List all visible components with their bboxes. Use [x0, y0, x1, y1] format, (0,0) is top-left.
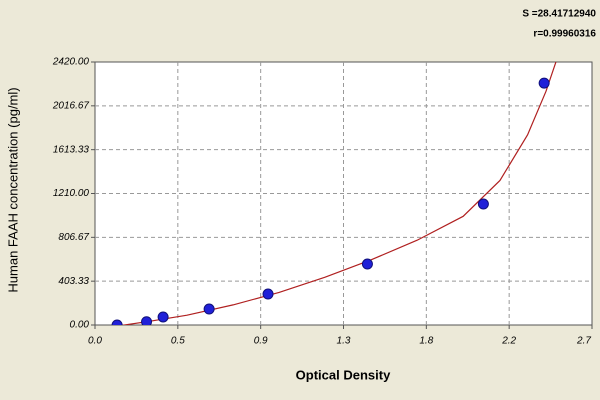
plot-content [111, 62, 557, 325]
x-tick-label: 0.5 [171, 336, 185, 347]
y-tick-label: 1613.33 [53, 144, 90, 155]
x-axis-label: Optical Density [296, 367, 391, 382]
data-point [538, 77, 550, 89]
y-tick-label: 0.00 [70, 320, 90, 331]
x-tick-label: 2.2 [501, 336, 516, 347]
data-point [157, 311, 169, 323]
y-tick-label: 2420.00 [52, 57, 90, 68]
data-point [203, 303, 215, 315]
x-tick-label: 0.9 [254, 336, 268, 347]
y-tick-label: 403.33 [58, 276, 89, 287]
y-tick-label: 1210.00 [53, 188, 90, 199]
data-point [111, 319, 123, 325]
fit-curve [120, 62, 557, 325]
data-point [262, 288, 274, 300]
annotation: r=0.99960316 [533, 29, 596, 40]
y-axis-label: Human FAAH concentration (pg/ml) [5, 87, 20, 292]
x-tick-label: 2.7 [576, 336, 591, 347]
annotation: S =28.41712940 [522, 9, 596, 20]
data-point [361, 258, 373, 270]
data-point [477, 198, 489, 210]
x-tick-label: 0.0 [88, 336, 102, 347]
y-tick-label: 2016.67 [52, 100, 90, 111]
x-tick-label: 1.3 [337, 336, 351, 347]
data-point [141, 316, 153, 325]
y-tick-label: 806.67 [58, 232, 89, 243]
x-tick-label: 1.8 [419, 336, 433, 347]
